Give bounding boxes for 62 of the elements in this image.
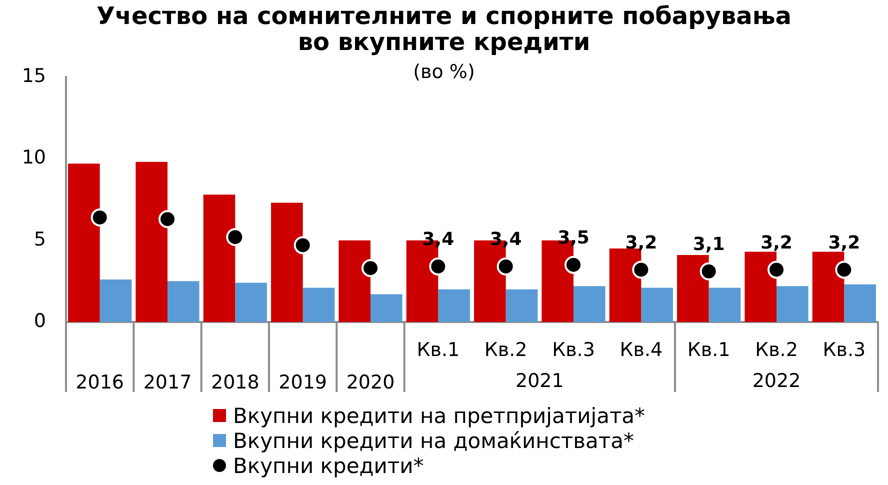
point [632, 260, 650, 279]
data-label: 3,4 [422, 229, 454, 250]
bar [68, 164, 100, 322]
x-tick-label: 2020 [346, 371, 395, 394]
point [835, 260, 854, 279]
data-label: 3,4 [490, 229, 522, 250]
point [564, 256, 582, 274]
data-label: 3,2 [828, 232, 860, 254]
bar [370, 294, 402, 322]
point [496, 257, 515, 276]
x-tick-label: Кв.2 [484, 339, 528, 362]
y-tick-label: 10 [22, 146, 46, 169]
data-label: 3,5 [558, 228, 590, 249]
x-tick-label: Кв.3 [822, 339, 866, 362]
x-tick-label: Кв.3 [552, 339, 595, 362]
legend-label: Вкупни кредити на претпријатијата* [233, 404, 646, 428]
bar [812, 252, 844, 322]
chart-title: Учество на сомнителните и спорните побарувања во вкупните кредити [96, 2, 792, 56]
bar [677, 255, 709, 322]
y-tick-label: 0 [34, 310, 46, 332]
text: 2021 [515, 370, 564, 392]
bar [302, 288, 335, 322]
x-tick-label: 2016 [76, 371, 124, 394]
bar [776, 286, 808, 322]
bar [338, 240, 370, 322]
y-tick-label: 15 [22, 64, 46, 87]
bar [100, 280, 132, 322]
point [226, 228, 244, 246]
bar [136, 162, 168, 322]
point [362, 259, 380, 278]
legend-label: Вкупни кредити* [233, 454, 424, 478]
x-tick-label: Кв.2 [755, 339, 798, 362]
x-tick-label: Кв.4 [620, 339, 663, 362]
bar [271, 202, 303, 322]
bar [844, 284, 876, 322]
x-tick-label: 2017 [143, 371, 192, 394]
data-label: 3,2 [625, 232, 658, 254]
point [158, 210, 176, 228]
data-label: 3,1 [692, 234, 725, 256]
point [90, 208, 109, 226]
x-tick-label: 2019 [278, 371, 328, 394]
bar [506, 289, 538, 322]
bar [708, 288, 741, 322]
point [700, 262, 718, 280]
x-tick-label: 2018 [210, 371, 260, 394]
bar [744, 252, 776, 322]
bar [641, 288, 673, 322]
point [429, 257, 448, 276]
bar [203, 194, 236, 322]
point [294, 236, 312, 254]
bar [168, 281, 200, 322]
bar [438, 289, 470, 322]
x-tick-label: Кв.1 [687, 339, 730, 362]
legend-label: Вкупни кредити на домаќинствата* [233, 428, 634, 452]
x-tick-label: Кв.1 [416, 339, 460, 362]
bar [574, 286, 606, 322]
text: 2022 [752, 370, 801, 392]
bar [235, 282, 267, 322]
point [768, 260, 786, 279]
y-tick-label: 5 [34, 228, 46, 250]
chart-subtitle: (во %) [413, 61, 475, 83]
data-label: 3,2 [760, 232, 792, 254]
